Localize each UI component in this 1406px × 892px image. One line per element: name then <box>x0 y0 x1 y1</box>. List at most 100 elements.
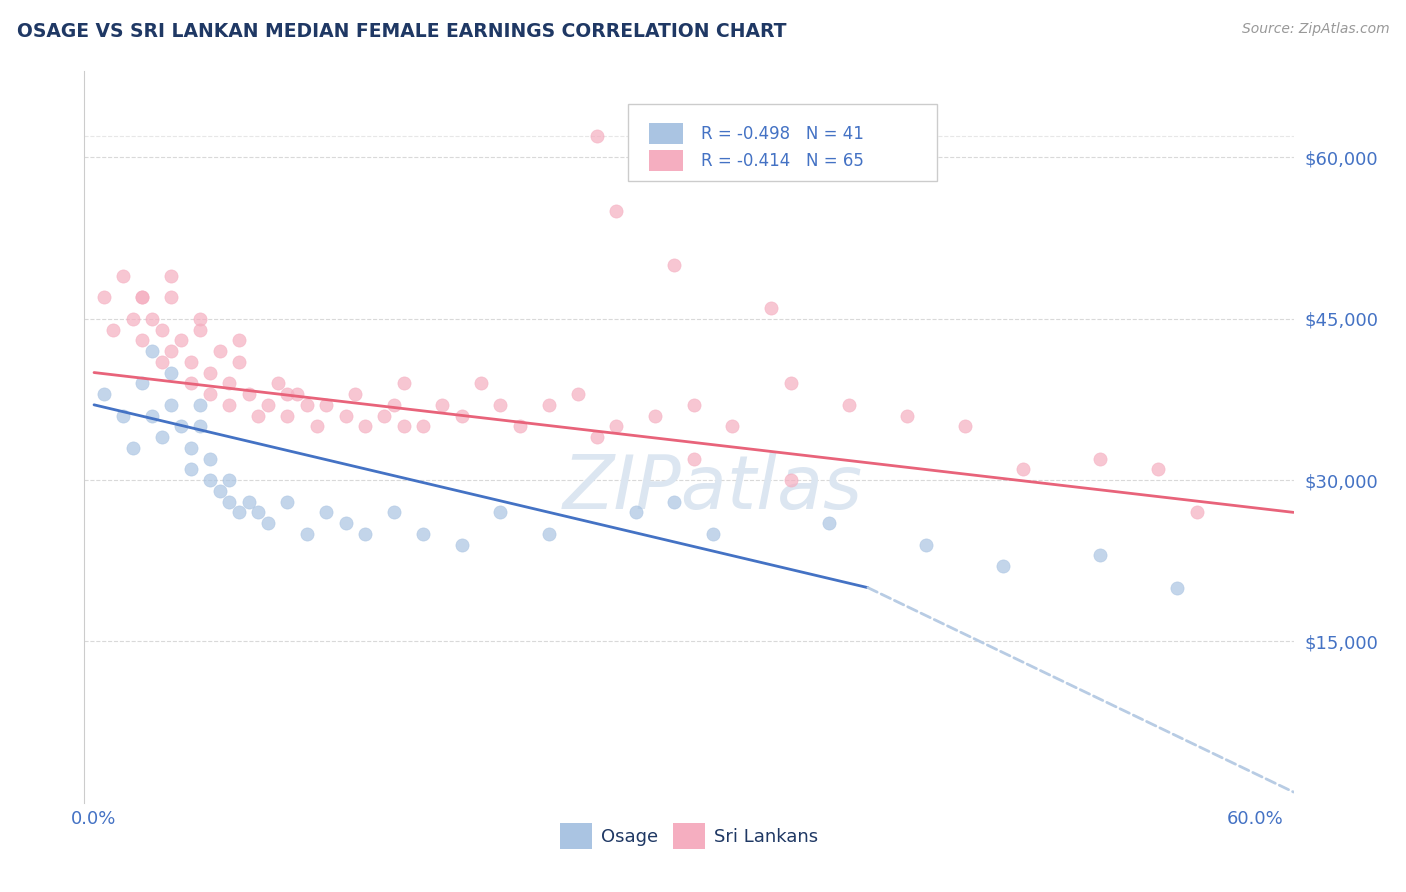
Point <box>180 376 202 391</box>
Point <box>141 311 163 326</box>
Point <box>208 483 231 498</box>
Point <box>131 376 153 391</box>
Point <box>198 451 221 466</box>
Point <box>335 409 357 423</box>
Point <box>121 441 143 455</box>
Point <box>664 258 686 272</box>
Point <box>257 398 280 412</box>
Point <box>993 559 1015 574</box>
Point <box>180 441 202 455</box>
Point <box>247 409 270 423</box>
Text: Source: ZipAtlas.com: Source: ZipAtlas.com <box>1241 22 1389 37</box>
Point <box>121 311 143 326</box>
Point <box>93 387 115 401</box>
Point <box>586 128 609 143</box>
Text: R = -0.414   N = 65: R = -0.414 N = 65 <box>702 152 863 169</box>
Point <box>218 494 240 508</box>
Point <box>605 419 627 434</box>
Point <box>141 409 163 423</box>
FancyBboxPatch shape <box>628 104 936 181</box>
Text: R = -0.498   N = 41: R = -0.498 N = 41 <box>702 125 863 143</box>
Point <box>276 387 298 401</box>
Point <box>624 505 647 519</box>
Point <box>238 494 260 508</box>
Point <box>838 398 860 412</box>
Point <box>509 419 531 434</box>
Point <box>915 538 938 552</box>
Point <box>896 409 918 423</box>
Point <box>160 344 183 359</box>
Point <box>567 387 589 401</box>
Point <box>450 409 472 423</box>
Point <box>382 398 405 412</box>
Point <box>198 473 221 487</box>
Point <box>779 376 801 391</box>
Point <box>432 398 454 412</box>
Point <box>180 355 202 369</box>
Point <box>1185 505 1208 519</box>
Point <box>112 268 135 283</box>
FancyBboxPatch shape <box>650 123 683 144</box>
Point <box>779 473 801 487</box>
Point <box>382 505 405 519</box>
Point <box>354 527 377 541</box>
Point <box>373 409 395 423</box>
Point <box>315 505 337 519</box>
Point <box>150 322 173 336</box>
Point <box>682 451 704 466</box>
Point <box>276 494 298 508</box>
Point <box>285 387 308 401</box>
FancyBboxPatch shape <box>650 151 683 171</box>
Point <box>238 387 260 401</box>
Point <box>354 419 377 434</box>
Point <box>335 516 357 530</box>
Point <box>295 398 318 412</box>
Point <box>392 376 415 391</box>
Point <box>190 322 212 336</box>
Point <box>180 462 202 476</box>
Point <box>392 419 415 434</box>
Legend: Osage, Sri Lankans: Osage, Sri Lankans <box>553 816 825 856</box>
Point <box>228 333 250 347</box>
Point <box>228 355 250 369</box>
Point <box>131 333 153 347</box>
Text: ZIPatlas: ZIPatlas <box>562 452 863 524</box>
Point <box>537 527 560 541</box>
Point <box>586 430 609 444</box>
Point <box>257 516 280 530</box>
Point <box>150 430 173 444</box>
Point <box>160 398 183 412</box>
Point <box>450 538 472 552</box>
Point <box>644 409 666 423</box>
Point <box>93 290 115 304</box>
Point <box>218 376 240 391</box>
Point <box>112 409 135 423</box>
Point <box>267 376 290 391</box>
Point <box>218 398 240 412</box>
Point <box>160 268 183 283</box>
Point <box>470 376 492 391</box>
Point <box>131 290 153 304</box>
Point <box>103 322 125 336</box>
Point <box>759 301 782 315</box>
Point <box>160 290 183 304</box>
Point <box>198 366 221 380</box>
Point <box>170 333 193 347</box>
Point <box>702 527 724 541</box>
Point <box>190 398 212 412</box>
Point <box>537 398 560 412</box>
Point <box>412 419 434 434</box>
Point <box>682 398 704 412</box>
Point <box>208 344 231 359</box>
Text: OSAGE VS SRI LANKAN MEDIAN FEMALE EARNINGS CORRELATION CHART: OSAGE VS SRI LANKAN MEDIAN FEMALE EARNIN… <box>17 22 786 41</box>
Point <box>218 473 240 487</box>
Point <box>344 387 367 401</box>
Point <box>295 527 318 541</box>
Point <box>1088 549 1111 563</box>
Point <box>1166 581 1188 595</box>
Point <box>1088 451 1111 466</box>
Point <box>953 419 976 434</box>
Point <box>315 398 337 412</box>
Point <box>170 419 193 434</box>
Point <box>141 344 163 359</box>
